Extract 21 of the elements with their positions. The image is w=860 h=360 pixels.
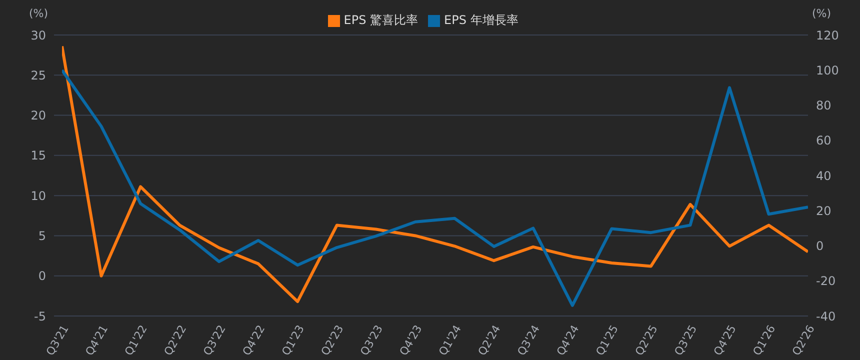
legend-label: EPS 年增長率 xyxy=(444,13,518,27)
y2-axis-title: (%) xyxy=(812,6,832,20)
y-tick-label: 15 xyxy=(30,148,46,163)
y-tick-label: 0 xyxy=(38,269,46,284)
y2-tick-label: 0 xyxy=(816,239,824,254)
y-tick-label: 10 xyxy=(30,188,46,203)
legend-label: EPS 驚喜比率 xyxy=(344,13,418,27)
y-tick-label: 25 xyxy=(30,68,46,82)
y2-tick-label: 20 xyxy=(816,204,832,218)
y2-tick-label: 80 xyxy=(816,98,832,113)
y-tick-label: 30 xyxy=(30,28,46,42)
y2-tick-label: 120 xyxy=(816,28,839,42)
y2-tick-label: -20 xyxy=(816,274,836,288)
y2-tick-label: 40 xyxy=(816,168,832,183)
y-axis-title: (%) xyxy=(28,6,48,20)
y-tick-label: -5 xyxy=(34,309,46,324)
y-tick-label: 20 xyxy=(30,108,46,123)
y2-tick-label: 100 xyxy=(816,63,839,78)
y2-tick-label: 60 xyxy=(816,134,832,148)
y2-tick-label: -40 xyxy=(816,309,836,324)
y-tick-label: 5 xyxy=(38,228,46,243)
